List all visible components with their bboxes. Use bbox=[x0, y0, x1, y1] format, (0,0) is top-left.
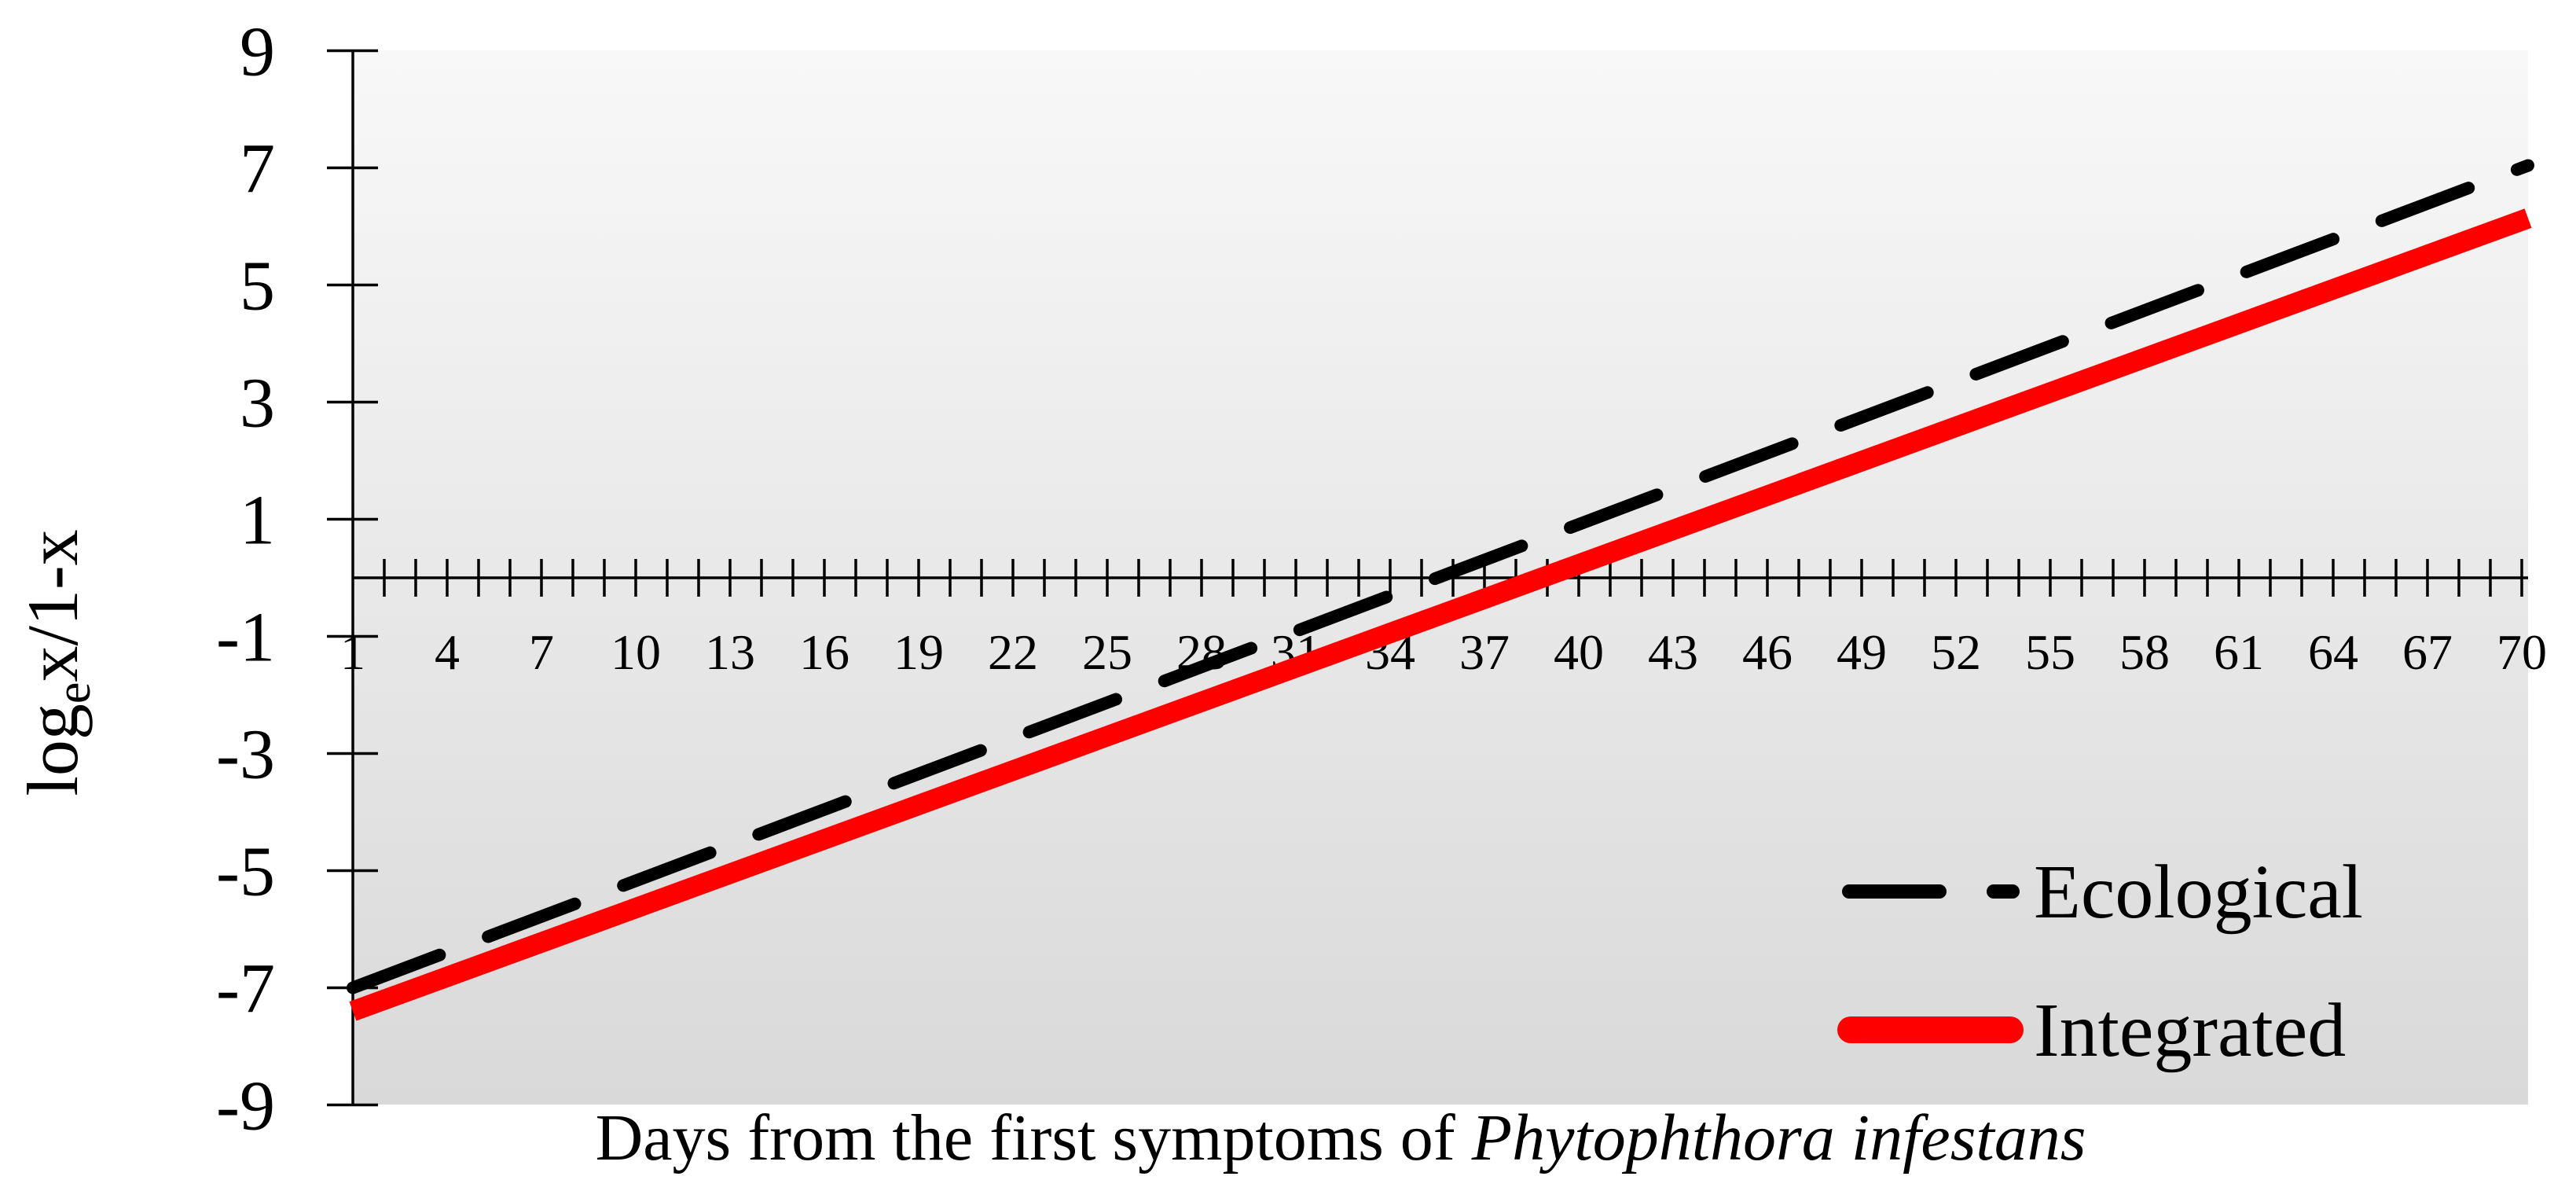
x-tick-label: 43 bbox=[1648, 624, 1698, 680]
series-lines bbox=[347, 159, 2534, 1021]
legend-label-ecological: Ecological bbox=[2034, 850, 2363, 935]
x-tick-label: 4 bbox=[435, 624, 460, 680]
x-tick-label: 64 bbox=[2308, 624, 2358, 680]
y-axis-title: logex/1-x bbox=[13, 529, 101, 796]
x-axis: 1 4 7 10 13 16 19 22 25 28 31 34 37 40 43 46 49 52 55 58 61 6… bbox=[340, 559, 2547, 680]
y-tick-label: -1 bbox=[216, 599, 275, 677]
x-tick-label: 7 bbox=[529, 624, 554, 680]
x-tick-label: 70 bbox=[2497, 624, 2547, 680]
legend-label-integrated: Integrated bbox=[2034, 988, 2346, 1073]
x-tick-label: 22 bbox=[988, 624, 1038, 680]
x-axis-tick-labels: 1 4 7 10 13 16 19 22 25 28 31 34 37 40 43 46 49 52 55 58 61 6… bbox=[340, 624, 2547, 680]
x-tick-label: 49 bbox=[1837, 624, 1887, 680]
series-ecological-line bbox=[347, 159, 2534, 994]
y-tick-label: -3 bbox=[216, 716, 275, 794]
y-tick-label: -5 bbox=[216, 833, 275, 911]
y-tick-label: -9 bbox=[216, 1068, 275, 1145]
x-axis-title: Days from the first symptoms of Phytopht… bbox=[596, 1101, 2086, 1174]
x-tick-label: 13 bbox=[705, 624, 755, 680]
y-tick-label: 7 bbox=[240, 130, 275, 208]
x-tick-label: 58 bbox=[2119, 624, 2170, 680]
y-axis-tick-labels: 9 7 5 3 1 -1 -3 -5 -7 -9 bbox=[216, 13, 275, 1145]
x-tick-label: 40 bbox=[1554, 624, 1604, 680]
x-tick-label: 46 bbox=[1742, 624, 1793, 680]
series-integrated-line bbox=[349, 208, 2532, 1021]
legend-item-ecological: Ecological bbox=[1842, 850, 2363, 935]
y-tick-label: 5 bbox=[240, 248, 275, 325]
y-tick-label: 9 bbox=[240, 13, 275, 91]
legend-item-integrated: Integrated bbox=[1837, 988, 2346, 1073]
x-axis-ticks bbox=[383, 559, 2523, 597]
x-tick-label: 61 bbox=[2214, 624, 2264, 680]
x-tick-label: 16 bbox=[799, 624, 849, 680]
x-tick-label: 1 bbox=[340, 624, 365, 680]
legend: Ecological Integrated bbox=[1837, 850, 2363, 1073]
x-tick-label: 37 bbox=[1459, 624, 1510, 680]
y-tick-label: -7 bbox=[216, 950, 275, 1028]
x-tick-label: 19 bbox=[894, 624, 944, 680]
y-tick-label: 1 bbox=[240, 482, 275, 560]
y-tick-label: 3 bbox=[240, 365, 275, 443]
x-tick-label: 55 bbox=[2025, 624, 2075, 680]
x-tick-label: 10 bbox=[611, 624, 661, 680]
x-tick-label: 52 bbox=[1931, 624, 1981, 680]
x-tick-label: 25 bbox=[1082, 624, 1132, 680]
x-tick-label: 67 bbox=[2402, 624, 2453, 680]
